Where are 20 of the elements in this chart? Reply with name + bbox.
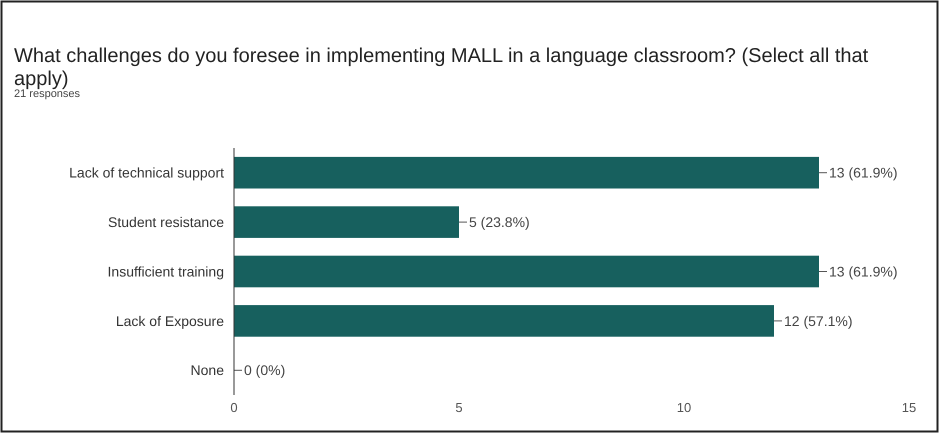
y-tick-label: Lack of Exposure <box>116 312 224 329</box>
chart-title: What challenges do you foresee in implementing MALL in a language classroom? (Select all that apply) <box>14 45 869 90</box>
bar <box>234 206 459 238</box>
bar <box>234 256 819 288</box>
y-tick-label: Insufficient training <box>108 263 224 280</box>
y-tick-label: Lack of technical support <box>69 164 224 181</box>
data-label: 5 (23.8%) <box>469 214 530 230</box>
x-tick-label: 15 <box>902 400 916 415</box>
text: 21 responses <box>14 88 81 100</box>
bar <box>234 156 819 189</box>
data-label: 0 (0%) <box>244 362 286 378</box>
x-tick-label: 5 <box>455 400 463 415</box>
x-tick-label: 0 <box>230 400 238 415</box>
data-label: 13 (61.9%) <box>829 263 898 280</box>
y-tick-label: None <box>190 362 224 378</box>
data-label: 12 (57.1%) <box>784 312 852 329</box>
x-tick-label: 10 <box>676 400 692 415</box>
y-tick-label: Student resistance <box>108 214 224 230</box>
bar <box>234 305 774 337</box>
data-label: 13 (61.9%) <box>829 164 898 181</box>
